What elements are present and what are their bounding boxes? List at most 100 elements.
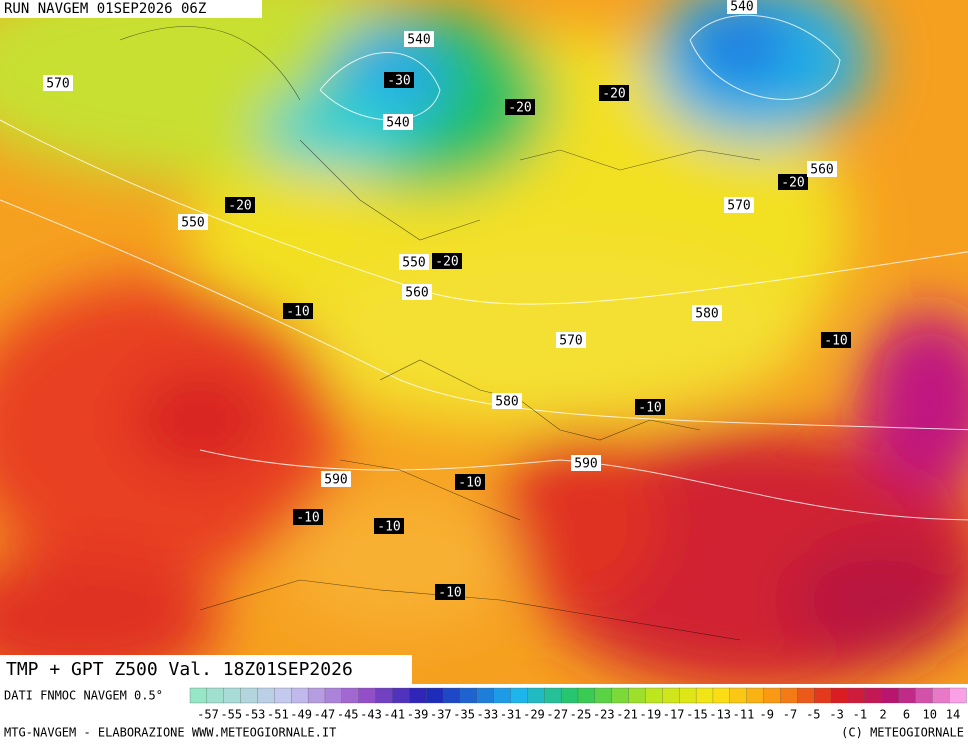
scale-label: -1 bbox=[853, 708, 867, 722]
scale-label: -7 bbox=[783, 708, 797, 722]
scale-label: -19 bbox=[640, 708, 662, 722]
scale-label: -51 bbox=[267, 708, 289, 722]
contour-label-box bbox=[571, 455, 601, 471]
scale-label: -39 bbox=[407, 708, 429, 722]
contour-label: 570 bbox=[727, 199, 750, 214]
color-swatch bbox=[712, 687, 731, 704]
color-swatch bbox=[291, 687, 309, 704]
source-label: DATI FNMOC NAVGEM 0.5° bbox=[4, 689, 163, 703]
color-swatch bbox=[560, 687, 579, 704]
contour-label-box bbox=[432, 253, 462, 269]
footer-right: (C) METEOGIORNALE bbox=[841, 726, 964, 740]
contour-label: -10 bbox=[438, 586, 461, 601]
contour-label: 560 bbox=[405, 286, 428, 301]
contour-label: -20 bbox=[228, 199, 251, 214]
title-box bbox=[0, 655, 412, 684]
scale-label: -53 bbox=[244, 708, 266, 722]
scale-label: 6 bbox=[903, 708, 910, 722]
scale-label: 10 bbox=[922, 708, 936, 722]
color-swatch bbox=[898, 687, 917, 704]
color-swatch bbox=[240, 687, 259, 704]
color-swatch bbox=[307, 687, 326, 704]
color-swatch bbox=[409, 687, 427, 704]
contour-label-box bbox=[807, 161, 837, 177]
contour-label-box bbox=[383, 114, 413, 130]
scale-label: -45 bbox=[337, 708, 359, 722]
scale-label: -23 bbox=[593, 708, 615, 722]
color-swatch bbox=[881, 687, 900, 704]
scale-label: -9 bbox=[760, 708, 774, 722]
contour-label: -30 bbox=[387, 74, 410, 89]
contour-label: 590 bbox=[574, 457, 597, 472]
contour-label: 580 bbox=[495, 395, 518, 410]
scale-label: -13 bbox=[709, 708, 731, 722]
contour-label-box bbox=[178, 214, 208, 230]
color-swatch bbox=[780, 687, 798, 704]
scale-label: -25 bbox=[570, 708, 592, 722]
color-swatch bbox=[695, 687, 714, 704]
run-label: RUN NAVGEM 01SEP2026 06Z bbox=[4, 1, 206, 17]
contour-label: -10 bbox=[638, 401, 661, 416]
color-swatch bbox=[392, 687, 410, 704]
footer-left: MTG-NAVGEM - ELABORAZIONE WWW.METEOGIORN… bbox=[4, 726, 336, 740]
color-swatch bbox=[324, 687, 343, 704]
scale-label: 2 bbox=[880, 708, 887, 722]
contour-label: -10 bbox=[377, 520, 400, 535]
color-swatch bbox=[847, 687, 866, 704]
temperature-field bbox=[0, 0, 968, 684]
contour-label: 540 bbox=[730, 0, 753, 15]
scale-label: -43 bbox=[360, 708, 382, 722]
contour-label: -20 bbox=[602, 87, 625, 102]
contour-label-box bbox=[635, 399, 665, 415]
scale-label: -31 bbox=[500, 708, 522, 722]
color-swatch bbox=[948, 687, 967, 704]
color-swatch bbox=[932, 687, 950, 704]
color-swatch bbox=[544, 687, 562, 704]
color-swatch bbox=[679, 687, 697, 704]
contour-label-box bbox=[505, 99, 535, 115]
scale-label: -49 bbox=[290, 708, 312, 722]
color-swatch bbox=[358, 687, 377, 704]
color-swatch bbox=[628, 687, 647, 704]
scale-label: -55 bbox=[220, 708, 242, 722]
contour-label: 540 bbox=[386, 116, 409, 131]
contour-label: -10 bbox=[458, 476, 481, 491]
color-swatch bbox=[189, 687, 208, 704]
color-swatch bbox=[611, 687, 630, 704]
header-box bbox=[0, 0, 262, 18]
color-swatch bbox=[459, 687, 478, 704]
contour-label: -20 bbox=[781, 176, 804, 191]
color-swatch bbox=[527, 687, 545, 704]
contour-label-box bbox=[556, 332, 586, 348]
color-swatch bbox=[426, 687, 444, 704]
scale-label: -47 bbox=[314, 708, 336, 722]
contour-label: 540 bbox=[407, 33, 430, 48]
contour-label-box bbox=[404, 31, 434, 47]
scale-label: -35 bbox=[453, 708, 475, 722]
scale-label: -29 bbox=[523, 708, 545, 722]
contour-label: 580 bbox=[695, 307, 718, 322]
color-swatch bbox=[729, 687, 748, 704]
color-swatch bbox=[645, 687, 663, 704]
scale-label: -11 bbox=[733, 708, 755, 722]
contour-label-box bbox=[283, 303, 313, 319]
contour-label-box bbox=[724, 197, 754, 213]
color-swatch bbox=[915, 687, 933, 704]
scale-label: -57 bbox=[197, 708, 219, 722]
scale-label: -3 bbox=[829, 708, 843, 722]
scale-label: -41 bbox=[383, 708, 405, 722]
contour-label-box bbox=[435, 584, 465, 600]
color-swatch bbox=[476, 687, 495, 704]
color-swatch bbox=[341, 687, 360, 704]
contour-label-box bbox=[384, 72, 414, 88]
contour-label: 570 bbox=[46, 77, 69, 92]
scale-label: -37 bbox=[430, 708, 452, 722]
color-swatch bbox=[257, 687, 275, 704]
contour-label-box bbox=[821, 332, 851, 348]
contour-label: -10 bbox=[824, 334, 847, 349]
contour-label-box bbox=[399, 254, 429, 270]
color-swatch bbox=[594, 687, 613, 704]
scale-label: -27 bbox=[546, 708, 568, 722]
